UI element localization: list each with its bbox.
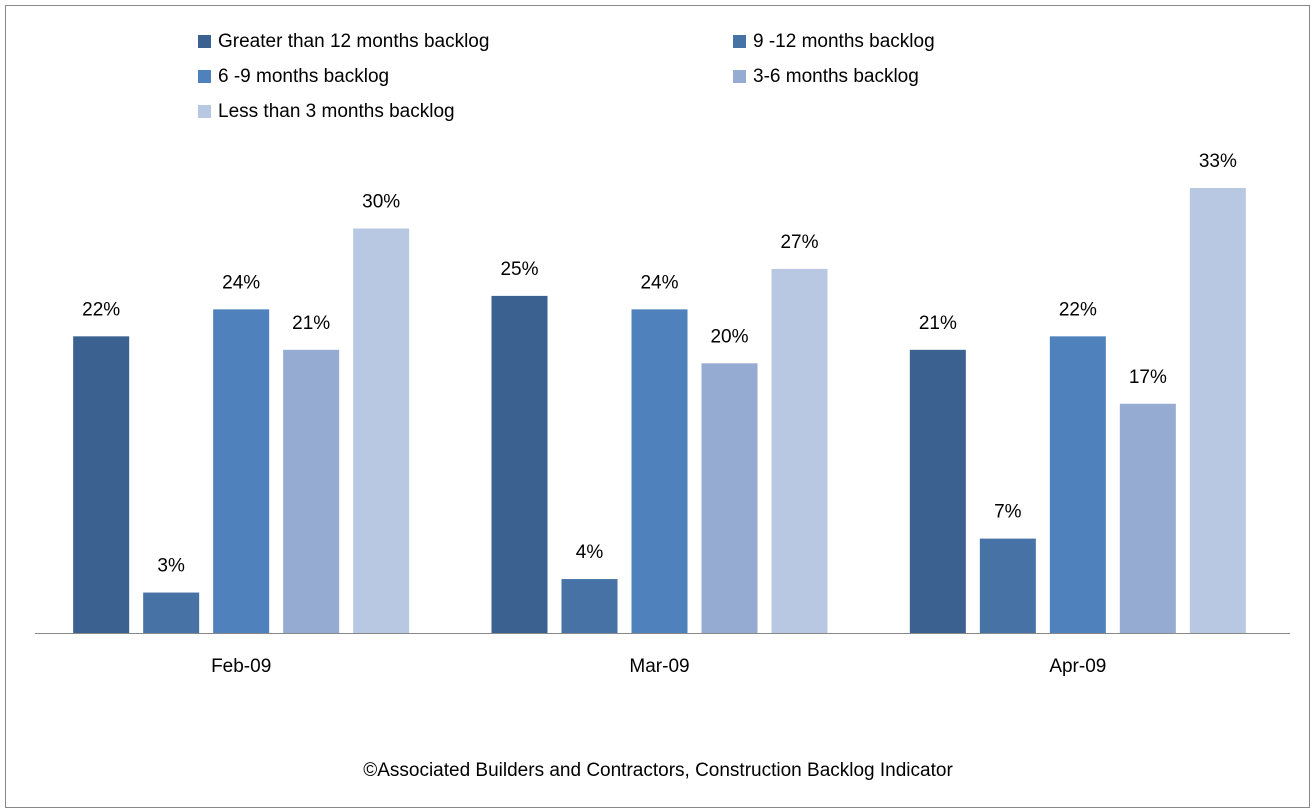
data-label: 33% xyxy=(1199,151,1237,172)
data-label: 27% xyxy=(780,232,818,253)
legend-swatch xyxy=(198,105,211,118)
data-label: 21% xyxy=(919,313,957,334)
legend-swatch xyxy=(733,70,746,83)
legend-label: 3-6 months backlog xyxy=(753,66,919,87)
bar xyxy=(1189,188,1246,633)
legend-label: 9 -12 months backlog xyxy=(753,31,935,52)
data-label: 7% xyxy=(994,502,1022,523)
data-label: 21% xyxy=(292,313,330,334)
bar xyxy=(631,309,688,633)
data-label: 20% xyxy=(710,326,748,347)
bar xyxy=(491,295,548,633)
bar xyxy=(73,336,130,633)
bar xyxy=(909,349,966,633)
data-label: 24% xyxy=(640,272,678,293)
legend-label: 6 -9 months backlog xyxy=(218,66,389,87)
legend-swatch xyxy=(198,35,211,48)
bar xyxy=(1049,336,1106,633)
bar xyxy=(701,363,758,633)
data-label: 22% xyxy=(82,299,120,320)
data-label: 30% xyxy=(362,191,400,212)
legend-label: Less than 3 months backlog xyxy=(218,101,455,122)
bar xyxy=(283,349,340,633)
x-tick-label: Apr-09 xyxy=(1049,656,1106,677)
data-label: 25% xyxy=(500,259,538,280)
bar xyxy=(143,592,200,633)
bar xyxy=(979,538,1036,633)
data-label: 17% xyxy=(1129,367,1167,388)
bar xyxy=(213,309,270,633)
legend-swatch xyxy=(733,35,746,48)
x-tick-label: Mar-09 xyxy=(629,656,689,677)
legend-label: Greater than 12 months backlog xyxy=(218,31,489,52)
bar xyxy=(561,579,618,633)
data-label: 4% xyxy=(576,542,604,563)
x-tick-label: Feb-09 xyxy=(211,656,271,677)
data-label: 22% xyxy=(1059,299,1097,320)
bar xyxy=(1119,403,1176,633)
bar xyxy=(771,268,828,633)
bar xyxy=(353,228,410,634)
data-label: 3% xyxy=(157,556,185,577)
legend-swatch xyxy=(198,70,211,83)
data-label: 24% xyxy=(222,272,260,293)
note: ©Associated Builders and Contractors, Co… xyxy=(363,760,953,781)
